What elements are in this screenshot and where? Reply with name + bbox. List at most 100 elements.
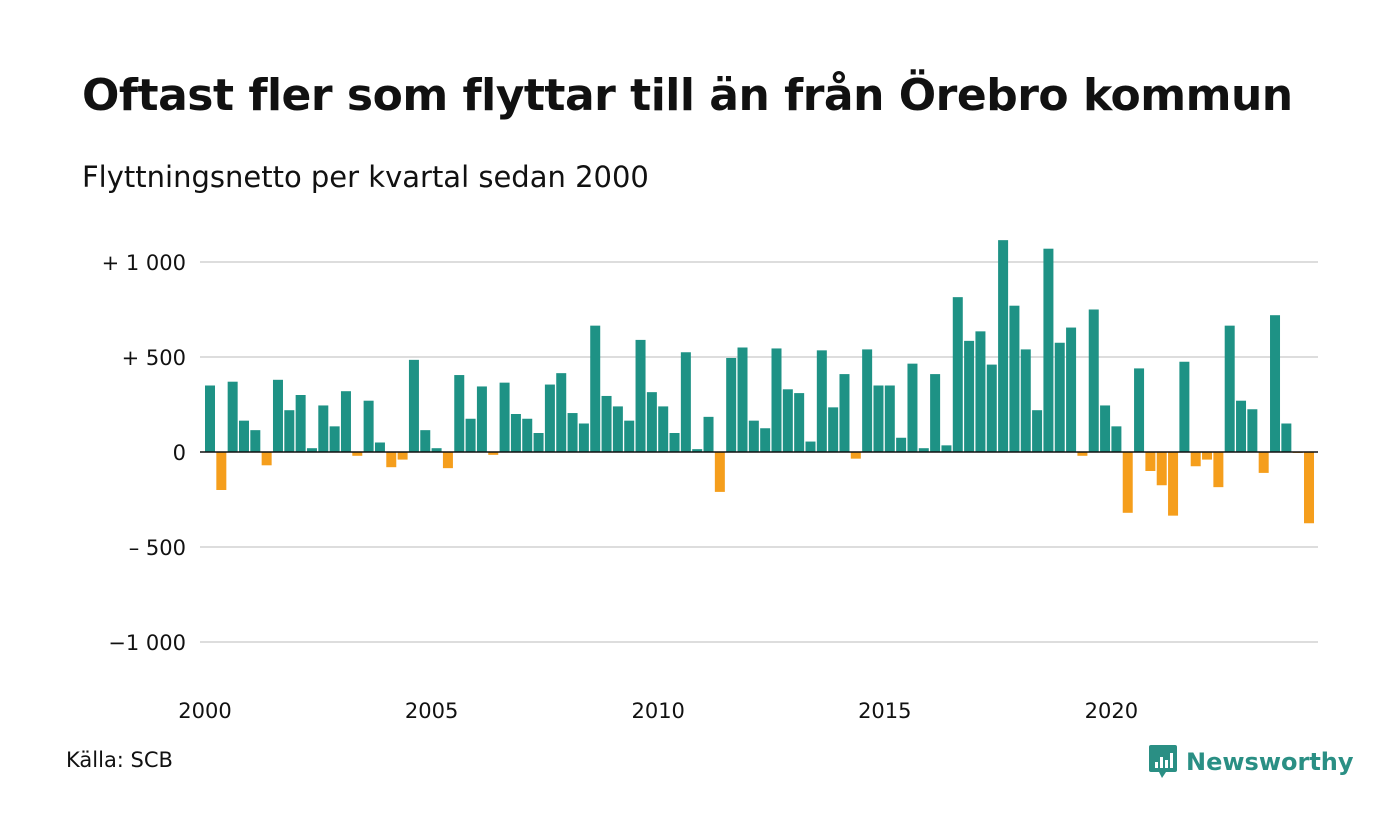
x-tick-label: 2020 bbox=[1085, 699, 1138, 723]
bar bbox=[805, 441, 816, 452]
bar bbox=[556, 373, 567, 452]
bar bbox=[590, 325, 601, 452]
bar bbox=[658, 406, 669, 452]
bar bbox=[510, 414, 521, 452]
bar bbox=[782, 389, 793, 452]
bar bbox=[635, 339, 646, 452]
bar bbox=[1247, 409, 1258, 452]
bar bbox=[816, 350, 827, 452]
bar bbox=[998, 240, 1009, 452]
bar bbox=[1213, 452, 1224, 488]
bar bbox=[1145, 452, 1156, 471]
bar bbox=[318, 405, 329, 452]
bar bbox=[646, 392, 657, 452]
bar bbox=[703, 416, 714, 452]
bar bbox=[918, 448, 929, 452]
bar bbox=[896, 437, 907, 452]
bar bbox=[1281, 423, 1292, 452]
bar bbox=[261, 452, 272, 466]
bar bbox=[499, 382, 510, 452]
chart-subtitle: Flyttningsnetto per kvartal sedan 2000 bbox=[82, 160, 649, 194]
bar bbox=[284, 410, 295, 452]
y-tick-label: 0 bbox=[173, 441, 186, 465]
bar bbox=[1304, 452, 1315, 524]
bar bbox=[714, 452, 725, 492]
bar bbox=[397, 452, 408, 460]
bar bbox=[884, 385, 895, 452]
bar bbox=[238, 420, 249, 452]
bar bbox=[216, 452, 227, 490]
bar bbox=[737, 347, 748, 452]
bar bbox=[748, 420, 759, 452]
bar bbox=[1088, 309, 1099, 452]
bar bbox=[1111, 426, 1122, 452]
bar bbox=[1054, 342, 1065, 452]
bar bbox=[941, 445, 952, 452]
brand[interactable]: Newsworthy bbox=[1148, 744, 1354, 780]
bar bbox=[442, 452, 453, 469]
bar bbox=[669, 433, 680, 452]
bar bbox=[907, 363, 918, 452]
gridlines bbox=[200, 261, 1318, 643]
bar bbox=[1179, 361, 1190, 452]
bar bbox=[1009, 305, 1020, 452]
bar bbox=[363, 400, 374, 452]
x-tick-label: 2005 bbox=[405, 699, 458, 723]
y-tick-label: −1 000 bbox=[108, 631, 186, 655]
bar bbox=[306, 448, 317, 452]
bar bbox=[205, 385, 215, 452]
bar bbox=[601, 395, 612, 452]
bar bbox=[227, 381, 238, 452]
bar bbox=[1066, 327, 1077, 452]
x-tick-label: 2015 bbox=[858, 699, 911, 723]
bar bbox=[340, 391, 351, 452]
bar bbox=[760, 428, 771, 452]
bar bbox=[488, 452, 499, 455]
bar bbox=[1202, 452, 1213, 460]
bar bbox=[986, 364, 997, 452]
bar bbox=[612, 406, 623, 452]
x-tick-label: 2000 bbox=[178, 699, 231, 723]
bar bbox=[726, 357, 737, 452]
bar bbox=[295, 395, 306, 452]
bar bbox=[952, 297, 963, 452]
bar bbox=[386, 452, 397, 468]
source-note: Källa: SCB bbox=[66, 748, 173, 772]
bar bbox=[930, 374, 941, 452]
bar bbox=[1258, 452, 1269, 473]
bar bbox=[1043, 248, 1054, 452]
bar bbox=[465, 418, 476, 452]
bar bbox=[329, 426, 340, 452]
x-tick-label: 2010 bbox=[631, 699, 684, 723]
bar bbox=[567, 413, 578, 452]
y-tick-label: – 500 bbox=[129, 536, 186, 560]
bar bbox=[1077, 452, 1088, 456]
y-tick-label: + 1 000 bbox=[102, 251, 186, 275]
bar bbox=[1224, 325, 1235, 452]
bar bbox=[771, 348, 782, 452]
bar bbox=[692, 449, 703, 452]
bar bbox=[374, 442, 385, 452]
bar bbox=[1100, 405, 1111, 452]
bar bbox=[476, 386, 487, 452]
bar bbox=[680, 352, 691, 452]
bar bbox=[408, 359, 419, 452]
brand-name: Newsworthy bbox=[1186, 748, 1354, 776]
newsworthy-logo-icon bbox=[1149, 745, 1177, 778]
bar bbox=[828, 407, 839, 452]
bar bbox=[873, 385, 884, 452]
bar bbox=[250, 430, 261, 452]
bar bbox=[975, 331, 986, 452]
bar bbox=[272, 379, 283, 452]
bar bbox=[522, 418, 533, 452]
bar bbox=[1156, 452, 1167, 486]
bars bbox=[205, 240, 1315, 524]
bar bbox=[862, 349, 873, 452]
bar bbox=[1270, 315, 1281, 452]
bar bbox=[1122, 452, 1133, 513]
bar bbox=[839, 374, 850, 452]
bar bbox=[964, 340, 975, 452]
bar bbox=[352, 452, 363, 456]
bar bbox=[533, 433, 544, 452]
